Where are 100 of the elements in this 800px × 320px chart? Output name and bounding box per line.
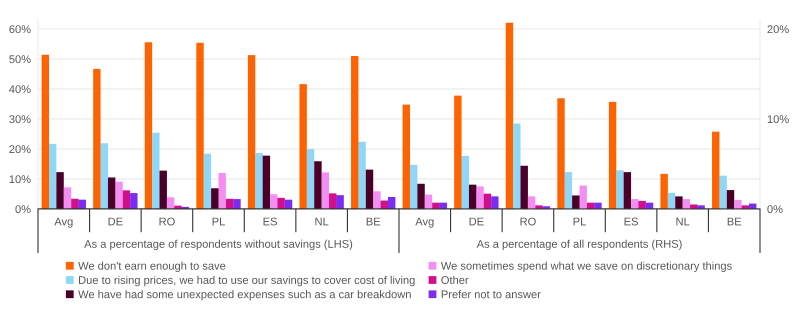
bar xyxy=(270,194,278,209)
bar xyxy=(506,22,514,209)
y2-tick-label: 0% xyxy=(767,205,783,214)
bar xyxy=(373,191,381,209)
legend-label: Other xyxy=(441,276,468,284)
y-tick-label: 30% xyxy=(9,115,31,124)
bar xyxy=(682,199,690,209)
y-tick-label: 20% xyxy=(9,145,31,154)
bar xyxy=(454,96,462,209)
bar xyxy=(299,84,307,209)
bar xyxy=(749,204,756,209)
bar xyxy=(122,190,130,209)
bar xyxy=(557,98,565,209)
bar xyxy=(196,42,204,209)
x-tick-label: ES xyxy=(624,218,638,226)
bar xyxy=(262,156,270,209)
bar xyxy=(608,102,616,209)
y2-tick-label: 20% xyxy=(768,25,789,34)
bar xyxy=(380,200,388,209)
bar xyxy=(277,198,285,209)
bar xyxy=(108,177,116,209)
x-tick-label: NL xyxy=(315,218,328,226)
y-tick-label: 50% xyxy=(9,55,31,64)
bar xyxy=(284,200,292,209)
bar xyxy=(675,196,683,209)
bar xyxy=(646,202,654,209)
bar xyxy=(440,202,447,209)
x-tick-label: Avg xyxy=(54,218,73,228)
bar xyxy=(468,184,476,209)
bar xyxy=(719,176,727,209)
x-tick-label: BE xyxy=(728,218,742,226)
bar xyxy=(432,202,440,209)
bar xyxy=(248,55,256,209)
x-tick-label: RO xyxy=(520,218,536,226)
bar xyxy=(152,132,160,209)
y2-tick-label: 10% xyxy=(768,115,789,124)
x-tick-label: DE xyxy=(470,218,484,226)
bar xyxy=(306,149,314,209)
bar xyxy=(668,192,676,209)
legend-label: We don't earn enough to save xyxy=(78,262,226,272)
bar xyxy=(204,154,212,209)
bar xyxy=(402,104,410,209)
bar xyxy=(358,142,366,209)
bar xyxy=(351,56,358,209)
legend-label: We have had some unexpected expenses such as a car breakdown xyxy=(78,290,411,300)
bar xyxy=(616,170,624,209)
bar xyxy=(115,182,123,209)
bar xyxy=(71,198,79,209)
x-tick-label: NL xyxy=(676,218,690,226)
legend-label: We sometimes spend what we save on discretionary things xyxy=(440,262,732,272)
bar xyxy=(520,166,528,209)
bar xyxy=(594,202,602,209)
bar xyxy=(513,123,521,209)
x-tick-label: DE xyxy=(108,218,123,226)
bar xyxy=(218,172,226,209)
bar xyxy=(424,194,432,209)
bar xyxy=(322,172,330,209)
bar xyxy=(93,68,101,209)
x-tick-label: PL xyxy=(212,218,225,226)
bar xyxy=(572,195,580,209)
bar xyxy=(366,170,374,209)
legend-label: Prefer not to answer xyxy=(442,290,541,298)
y-tick-label: 10% xyxy=(10,175,31,184)
y-tick-label: 40% xyxy=(9,85,31,94)
text: As a percentage of all respondents (RHS) xyxy=(476,240,682,250)
bar xyxy=(410,164,418,209)
bar xyxy=(660,174,668,209)
bar xyxy=(314,161,322,209)
bar xyxy=(42,54,49,209)
bar xyxy=(160,170,167,209)
bar xyxy=(462,156,469,209)
bar xyxy=(64,187,72,209)
bar xyxy=(726,190,734,209)
bar xyxy=(476,186,484,209)
bar xyxy=(564,172,572,209)
bar xyxy=(690,204,698,209)
x-tick-label: Avg xyxy=(415,218,434,228)
legend-label: Due to rising prices, we had to use our savings to cover cost of living xyxy=(79,276,415,286)
bar xyxy=(580,186,587,209)
y-tick-label: 0% xyxy=(15,205,31,214)
bar xyxy=(211,188,218,209)
y-tick-label: 60% xyxy=(9,25,31,34)
x-tick-label: RO xyxy=(160,218,175,226)
bar xyxy=(336,195,344,209)
bar xyxy=(255,152,263,209)
bar xyxy=(166,197,174,209)
x-tick-label: ES xyxy=(264,218,277,226)
x-tick-label: PL xyxy=(574,218,586,226)
bar xyxy=(734,200,742,209)
x-tick-label: BE xyxy=(366,218,380,226)
bar xyxy=(388,196,396,209)
bar xyxy=(417,184,425,209)
bar xyxy=(49,144,56,209)
bar xyxy=(624,172,632,209)
bar xyxy=(638,200,646,209)
bar xyxy=(78,200,86,209)
bar xyxy=(233,199,241,209)
bar xyxy=(712,132,720,209)
bar xyxy=(329,193,336,209)
bar xyxy=(130,193,138,209)
